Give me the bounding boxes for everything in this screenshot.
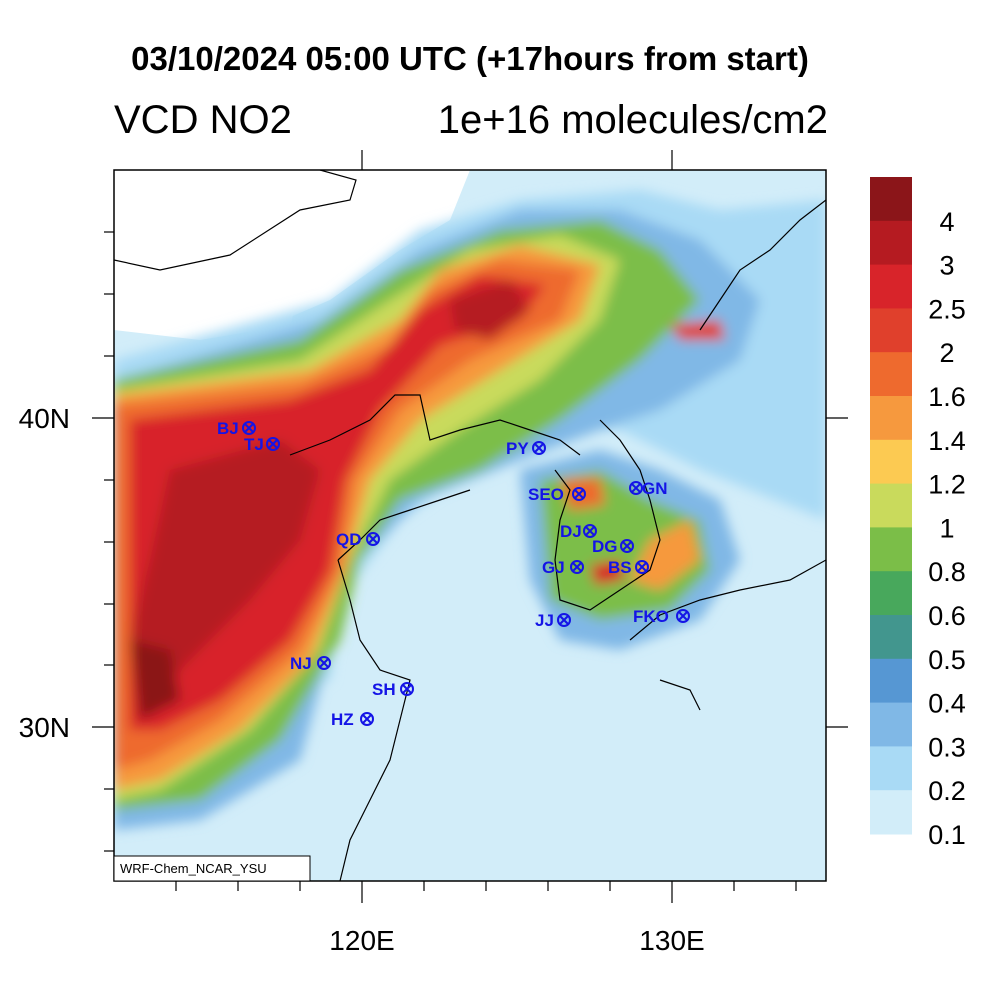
colorbar-label: 1.2	[928, 470, 966, 500]
city-marker-bj: BJ	[217, 419, 256, 438]
city-label-jj: JJ	[535, 611, 554, 630]
colorbar-swatch	[870, 658, 912, 704]
city-label-hz: HZ	[331, 710, 354, 729]
city-marker-icon	[635, 560, 649, 574]
axis-ticks	[92, 150, 848, 903]
colorbar-label: 0.8	[928, 557, 966, 587]
colorbar-swatch	[870, 264, 912, 309]
city-label-fko: FKO	[633, 607, 669, 626]
colorbar-label: 4	[939, 207, 954, 237]
colorbar-label: 1.4	[928, 426, 966, 456]
city-marker-sh: SH	[372, 680, 414, 699]
city-marker-icon	[572, 487, 586, 501]
city-marker-icon	[570, 560, 584, 574]
colorbar-label: 0.5	[928, 645, 966, 675]
city-marker-icon	[629, 481, 643, 495]
city-label-seo: SEO	[528, 485, 564, 504]
colorbar-swatch	[870, 220, 912, 266]
no2-field	[114, 190, 826, 830]
city-marker-icon	[317, 656, 331, 670]
city-marker-icon	[583, 524, 597, 538]
model-tag: WRF-Chem_NCAR_YSU	[120, 861, 267, 876]
lat-label-30n: 30N	[19, 712, 70, 743]
colorbar-label: 0.3	[928, 732, 966, 762]
colorbar-swatch	[870, 615, 912, 660]
city-label-nj: NJ	[290, 654, 312, 673]
city-marker-dj: DJ	[560, 522, 597, 541]
city-label-gn: GN	[642, 479, 668, 498]
colorbar-swatch	[870, 790, 912, 835]
lon-label-120e: 120E	[329, 925, 394, 956]
lat-label-40n: 40N	[19, 403, 70, 434]
plot-title: 03/10/2024 05:00 UTC (+17hours from star…	[131, 40, 809, 77]
colorbar-label: 2	[939, 338, 954, 368]
map-panel	[114, 170, 826, 881]
lon-label-130e: 130E	[639, 925, 704, 956]
colorbar-label: 0.1	[928, 820, 966, 850]
no-data-region	[114, 170, 470, 340]
colorbar-swatch	[870, 746, 912, 791]
city-label-gj: GJ	[542, 558, 565, 577]
city-marker-dg: DG	[592, 537, 634, 556]
city-marker-qd: QD	[336, 530, 380, 549]
city-marker-fko: FKO	[633, 607, 690, 626]
city-marker-bs: BS	[608, 558, 649, 577]
city-marker-icon	[400, 682, 414, 696]
city-marker-hz: HZ	[331, 710, 374, 729]
city-marker-gn: GN	[629, 479, 668, 498]
map-frame	[113, 169, 827, 882]
colorbar-swatch	[870, 177, 912, 222]
city-marker-icon	[242, 421, 256, 435]
colorbar-label: 0.2	[928, 776, 966, 806]
city-marker-gj: GJ	[542, 558, 584, 577]
colorbar-swatch	[870, 396, 912, 441]
city-label-bs: BS	[608, 558, 632, 577]
colorbar-swatch	[870, 702, 912, 747]
city-label-dg: DG	[592, 537, 618, 556]
city-label-bj: BJ	[217, 419, 239, 438]
colorbar-swatch	[870, 483, 912, 528]
city-marker-icon	[557, 613, 571, 627]
colorbar: 4 3 2.5 2 1.6 1.4 1.2 1 0.8 0.6 0.5 0.4 0.3 0.2 0.1	[870, 177, 966, 850]
colorbar-label: 1.6	[928, 382, 966, 412]
city-label-sh: SH	[372, 680, 396, 699]
colorbar-swatch	[870, 308, 912, 353]
colorbar-swatch	[870, 352, 912, 397]
city-label-dj: DJ	[560, 522, 582, 541]
model-tag-box	[113, 855, 311, 882]
city-marker-icon	[366, 532, 380, 546]
city-marker-jj: JJ	[535, 611, 571, 630]
city-marker-icon	[676, 609, 690, 623]
colorbar-swatch	[870, 527, 912, 572]
city-marker-icon	[266, 437, 280, 451]
colorbar-label: 2.5	[928, 294, 966, 324]
city-marker-tj: TJ	[244, 435, 280, 454]
city-marker-nj: NJ	[290, 654, 331, 673]
city-label-tj: TJ	[244, 435, 264, 454]
colorbar-label: 0.4	[928, 689, 966, 719]
colorbar-label: 0.6	[928, 601, 966, 631]
city-marker-icon	[532, 441, 546, 455]
coastlines	[114, 170, 826, 881]
city-marker-icon	[620, 539, 634, 553]
city-marker-icon	[360, 712, 374, 726]
colorbar-label: 3	[939, 251, 954, 281]
city-marker-py: PY	[506, 439, 546, 458]
city-markers: BJ TJ PY SEO GN QD DJ DG GJ BS JJ FKO NJ…	[217, 419, 690, 729]
variable-label: VCD NO2	[114, 98, 292, 142]
colorbar-swatch	[870, 571, 912, 616]
city-marker-seo: SEO	[528, 485, 586, 504]
units-label: 1e+16 molecules/cm2	[437, 98, 828, 142]
colorbar-label: 1	[939, 513, 954, 543]
city-label-qd: QD	[336, 530, 362, 549]
city-label-py: PY	[506, 439, 529, 458]
colorbar-swatch	[870, 439, 912, 485]
